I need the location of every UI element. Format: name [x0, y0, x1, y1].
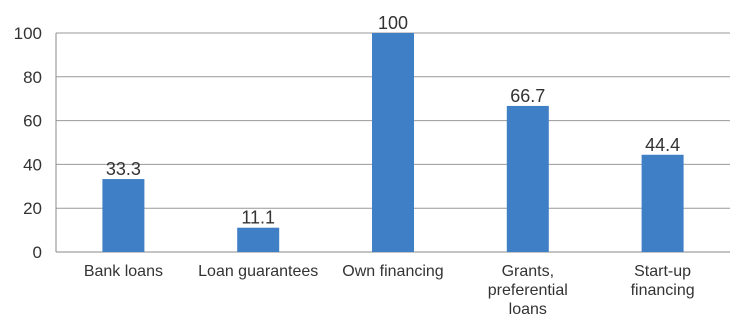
- data-label: 44.4: [645, 135, 680, 155]
- y-tick-label: 100: [14, 24, 42, 43]
- x-category-label: Loan guarantees: [198, 263, 318, 280]
- x-category-label-line: Loan guarantees: [198, 263, 318, 280]
- bar: [237, 227, 280, 252]
- x-category-label-line: Grants,: [502, 263, 554, 280]
- x-category-label-line: Start-up: [634, 263, 691, 280]
- x-category-label-line: loans: [509, 301, 547, 318]
- data-label: 100: [378, 13, 408, 33]
- y-tick-label: 20: [23, 199, 42, 218]
- bar: [102, 179, 145, 252]
- data-label: 33.3: [106, 159, 141, 179]
- y-tick-label: 80: [23, 68, 42, 87]
- bars: [102, 33, 684, 252]
- data-labels: 33.3 11.1 100 66.7 44.4: [106, 13, 680, 228]
- y-tick-label: 0: [33, 243, 42, 262]
- y-tick-label: 60: [23, 112, 42, 131]
- x-category-label: Own financing: [342, 263, 443, 280]
- data-label: 11.1: [241, 208, 275, 228]
- x-category-label: Grants, preferential loans: [488, 263, 568, 318]
- x-category-label-line: preferential: [488, 282, 568, 299]
- x-category-labels: Bank loans Loan guarantees Own financing Gr…: [84, 263, 695, 318]
- bar: [372, 33, 414, 252]
- x-category-label: Bank loans: [84, 263, 163, 280]
- bar: [641, 154, 684, 252]
- x-category-label: Start-up financing: [631, 263, 695, 299]
- x-category-label-line: Own financing: [342, 263, 443, 280]
- data-label: 66.7: [510, 86, 545, 106]
- x-category-label-line: Bank loans: [84, 263, 163, 280]
- x-category-label-line: financing: [631, 282, 695, 299]
- y-tick-label: 40: [23, 155, 42, 174]
- bar: [506, 105, 549, 252]
- y-tick-labels: 0 20 40 60 80 100: [14, 24, 42, 262]
